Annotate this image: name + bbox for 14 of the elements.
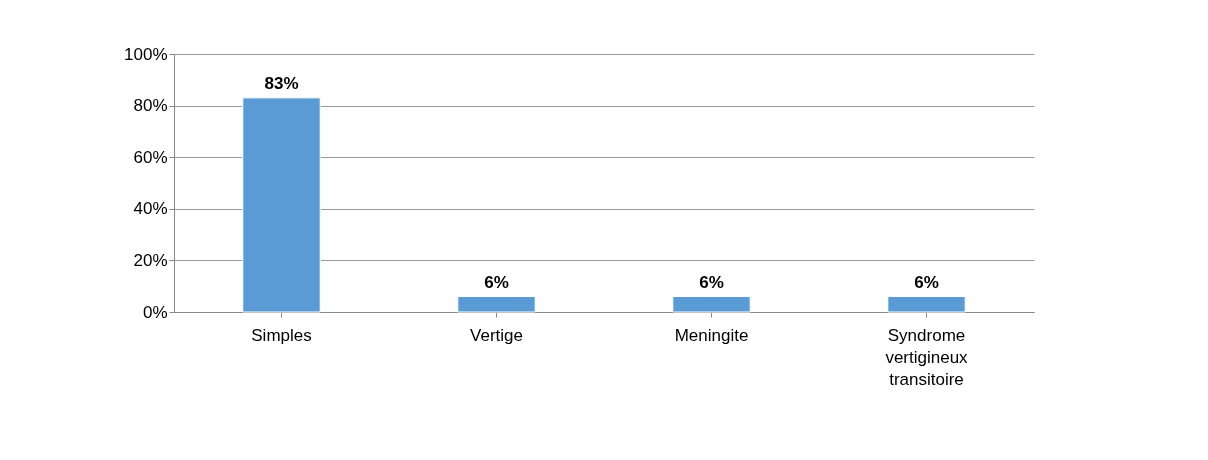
y-tick-label: 20% bbox=[133, 250, 168, 270]
x-tick-label: Syndrome vertigineux transitoire bbox=[885, 325, 969, 389]
data-label: 6% bbox=[484, 272, 509, 292]
y-tick-label: 40% bbox=[133, 199, 168, 219]
x-tick-label: Simples bbox=[251, 325, 312, 345]
y-tick-label: 60% bbox=[133, 147, 168, 167]
y-tick-label: 0% bbox=[142, 302, 168, 322]
data-label: 6% bbox=[699, 272, 724, 292]
x-tick-label: Meningite bbox=[674, 325, 749, 345]
y-tick-label: 80% bbox=[133, 96, 168, 116]
data-label: 6% bbox=[914, 272, 939, 292]
data-label: 83% bbox=[264, 73, 299, 93]
y-tick-label: 100% bbox=[124, 44, 168, 64]
x-tick-label: Vertige bbox=[470, 325, 523, 345]
